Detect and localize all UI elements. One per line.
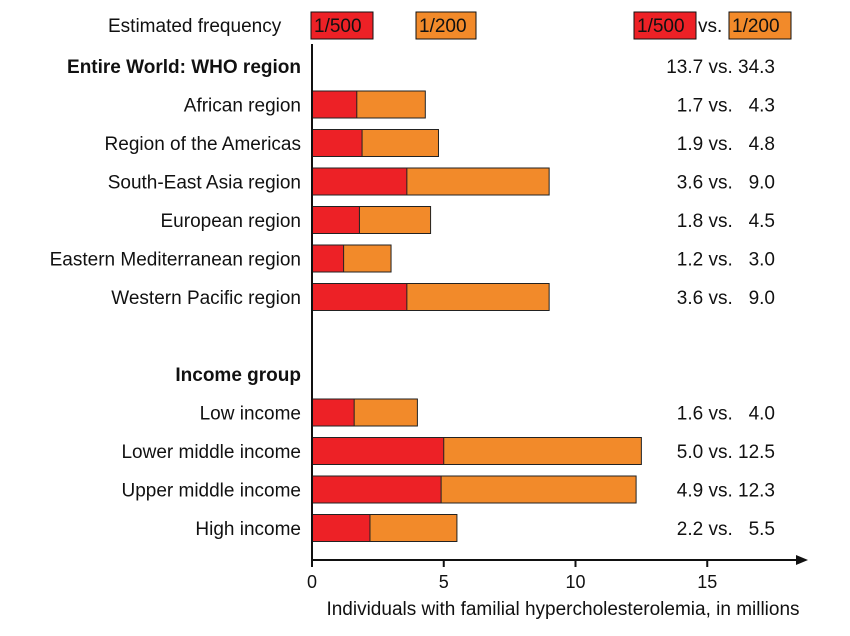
x-tick-label: 0 — [307, 572, 317, 592]
legend-label-high: 1/200 — [419, 16, 467, 37]
x-tick-label: 10 — [565, 572, 585, 592]
row-label: Upper middle income — [121, 481, 301, 502]
row-label: Lower middle income — [121, 442, 301, 463]
x-axis-title: Individuals with familial hypercholester… — [326, 599, 799, 620]
section-header-values: 13.7 vs. 34.3 — [666, 57, 775, 78]
bar-low-estimate — [311, 244, 345, 273]
bar-low-estimate — [311, 398, 355, 427]
row-label: Eastern Mediterranean region — [50, 250, 301, 271]
bar-low-estimate — [311, 437, 445, 465]
legend-vs-label-low: 1/500 — [637, 16, 685, 37]
row-label: Region of the Americas — [105, 134, 301, 155]
bar-low-estimate — [311, 514, 371, 542]
row-label: Low income — [200, 404, 301, 425]
row-value: 1.8 vs. 4.5 — [677, 211, 775, 232]
bar-low-estimate — [311, 283, 408, 311]
legend-label-low: 1/500 — [314, 16, 362, 37]
legend-title: Estimated frequency — [108, 16, 282, 37]
x-tick-label: 5 — [439, 572, 449, 592]
row-label: European region — [161, 211, 302, 232]
section-header: Income group — [175, 365, 301, 386]
plot-area: Entire World: WHO region 13.7 vs. 34.3 Afr… — [50, 57, 775, 542]
bar-low-estimate — [311, 129, 363, 157]
row-value: 4.9 vs. 12.3 — [677, 481, 775, 502]
row-label: South-East Asia region — [108, 173, 301, 194]
row-label: High income — [195, 519, 301, 540]
legend: Estimated frequency 1/500 1/200 1/500 vs… — [108, 11, 792, 40]
bar-low-estimate — [311, 167, 408, 196]
bar-low-estimate — [311, 90, 358, 119]
bar-low-estimate — [311, 206, 360, 234]
legend-vs-swatch-low — [633, 11, 697, 40]
legend-vs-word: vs. — [698, 16, 722, 37]
row-value: 1.7 vs. 4.3 — [677, 96, 775, 117]
x-tick-label: 15 — [697, 572, 717, 592]
row-value: 1.6 vs. 4.0 — [677, 404, 775, 425]
row-value: 5.0 vs. 12.5 — [677, 442, 775, 463]
bar-low-estimate — [311, 475, 442, 504]
legend-vs-label-high: 1/200 — [732, 16, 780, 37]
x-axis-arrowhead — [796, 555, 808, 565]
legend-swatch-low — [310, 11, 374, 40]
x-axis-ticks: 0 5 10 15 — [307, 560, 717, 592]
row-value: 3.6 vs. 9.0 — [677, 173, 775, 194]
section-header: Entire World: WHO region — [67, 57, 301, 78]
row-label: Western Pacific region — [111, 288, 301, 309]
row-value: 1.2 vs. 3.0 — [677, 250, 775, 271]
row-label: African region — [184, 96, 301, 117]
legend-swatch-high — [415, 11, 477, 40]
legend-vs-swatch-high — [728, 11, 792, 40]
row-value: 1.9 vs. 4.8 — [677, 134, 775, 155]
row-value: 2.2 vs. 5.5 — [677, 519, 775, 540]
row-value: 3.6 vs. 9.0 — [677, 288, 775, 309]
